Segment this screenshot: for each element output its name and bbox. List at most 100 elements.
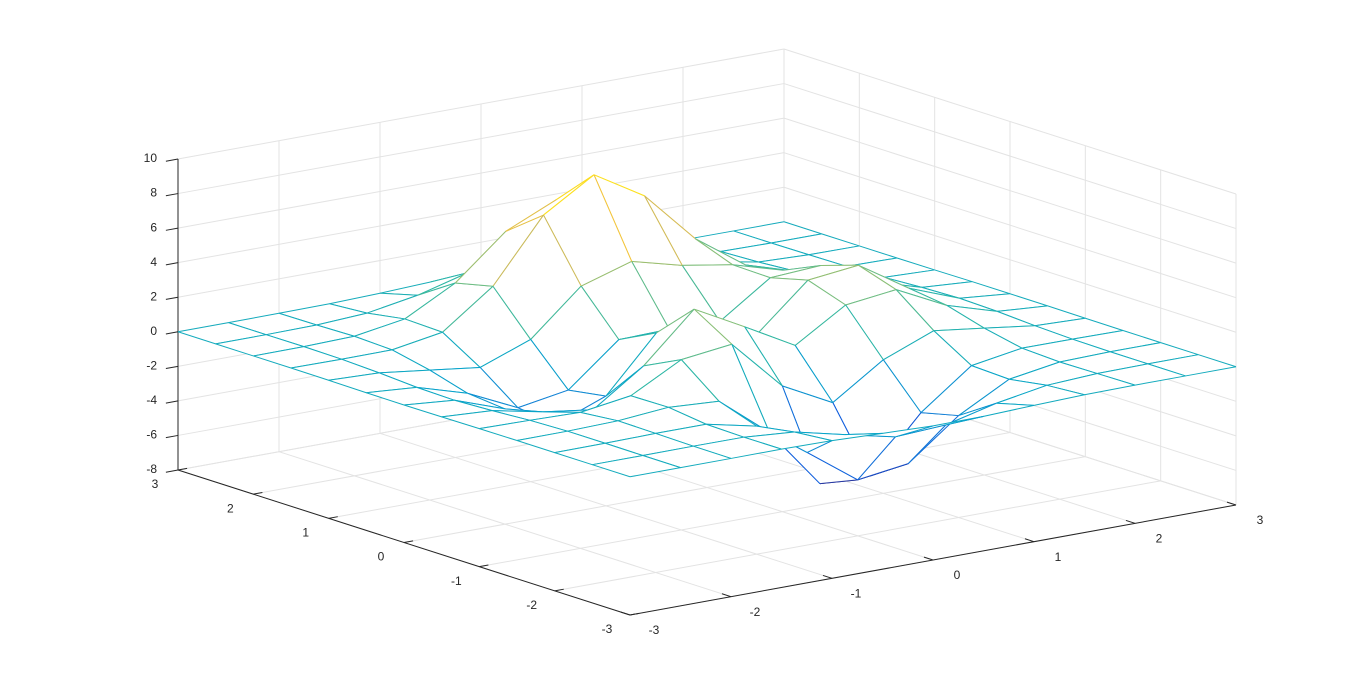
mesh-edge (958, 402, 997, 417)
mesh-face (367, 283, 456, 319)
mesh-edge (644, 195, 683, 266)
mesh-edge (404, 282, 456, 320)
mesh-edge (442, 331, 481, 368)
y-tick (177, 467, 188, 471)
mesh-edge (479, 367, 519, 409)
mesh-edge (516, 430, 568, 442)
mesh-edge (959, 297, 998, 312)
mesh-face (909, 288, 998, 312)
mesh-face (719, 277, 808, 334)
mesh-edge (516, 440, 555, 454)
mesh-edge (896, 257, 935, 271)
grid-line (177, 117, 785, 229)
mesh-edge (895, 425, 934, 438)
y-tick-label: 0 (378, 550, 385, 564)
mesh-edge (530, 285, 582, 340)
mesh-edge (328, 372, 380, 381)
z-tick-label: -2 (146, 359, 157, 373)
mesh-face (732, 264, 821, 278)
mesh-edge (794, 431, 833, 442)
mesh-face (492, 410, 581, 421)
mesh-face (354, 318, 443, 350)
grid-line (479, 456, 1086, 568)
mesh-edge (1097, 363, 1148, 375)
mesh-edge (719, 277, 771, 322)
mesh-face (1009, 362, 1098, 386)
x-tick-label: -2 (750, 605, 761, 619)
mesh-edge (1009, 378, 1047, 386)
z-tick-label: 4 (150, 255, 157, 269)
mesh-edge (908, 287, 960, 299)
mesh-edge (416, 386, 455, 401)
mesh-edge (316, 324, 355, 337)
mesh-edge (743, 431, 795, 438)
mesh-edge (883, 330, 935, 361)
mesh-edge (971, 365, 1010, 380)
mesh-edge (643, 359, 682, 367)
mesh-face (366, 387, 455, 405)
mesh-edge (580, 395, 631, 413)
mesh-edge (403, 399, 455, 406)
mesh-face (630, 359, 719, 408)
mesh-edge (467, 392, 506, 410)
mesh-face (896, 289, 985, 331)
mesh-edge (644, 195, 696, 239)
mesh-edge (844, 432, 883, 436)
mesh-edge (341, 358, 380, 374)
mesh-edge (921, 286, 960, 299)
mesh-edge (806, 451, 858, 481)
mesh-edge (996, 310, 1036, 327)
z-tick-label: 0 (150, 324, 157, 338)
mesh-edge (617, 420, 656, 434)
mesh-edge (984, 325, 1035, 329)
mesh-edge (316, 312, 368, 326)
mesh-edge (731, 344, 770, 433)
z-tick (165, 262, 179, 266)
mesh-edge (592, 365, 644, 411)
mesh-edge (781, 440, 833, 450)
mesh-edge (831, 432, 883, 442)
mesh-face (681, 344, 770, 433)
mesh-edge (1047, 305, 1086, 319)
mesh-edge (946, 304, 998, 312)
mesh-edge (580, 285, 620, 340)
mesh-edge (720, 242, 772, 252)
mesh-edge (1110, 351, 1148, 365)
mesh-edge (378, 372, 418, 388)
x-tick-label: 2 (1156, 532, 1163, 546)
mesh-edge (958, 378, 1010, 416)
mesh-edge (884, 276, 922, 288)
grid-line (783, 186, 1237, 333)
mesh-edge (1009, 361, 1060, 380)
mesh-edge (568, 389, 607, 397)
mesh-edge (592, 464, 631, 478)
mesh-edge (354, 318, 405, 337)
mesh-edge (529, 411, 581, 421)
mesh-face (644, 195, 733, 266)
x-tick (620, 611, 631, 616)
mesh-edge (554, 452, 593, 466)
mesh-face (770, 265, 859, 281)
mesh-edge (1009, 293, 1048, 307)
mesh-edge (215, 343, 254, 357)
mesh-edge (680, 457, 732, 469)
mesh-edge (743, 436, 782, 450)
mesh-face (329, 293, 418, 314)
mesh-edge (617, 406, 669, 422)
mesh-edge (668, 400, 720, 408)
mesh-edge (303, 346, 342, 360)
x-tick-label: -3 (649, 623, 660, 637)
mesh-edge (580, 260, 632, 287)
mesh-edge (921, 281, 973, 288)
mesh-edge (543, 174, 595, 216)
mesh-edge (730, 448, 782, 459)
mesh-face (997, 305, 1086, 326)
z-tick (165, 296, 179, 300)
mesh-edge (643, 308, 695, 367)
mesh-edge (756, 425, 795, 433)
mesh-edge (629, 467, 681, 478)
z-tick (165, 434, 179, 439)
mesh-edge (228, 322, 267, 336)
mesh-edge (530, 339, 569, 391)
